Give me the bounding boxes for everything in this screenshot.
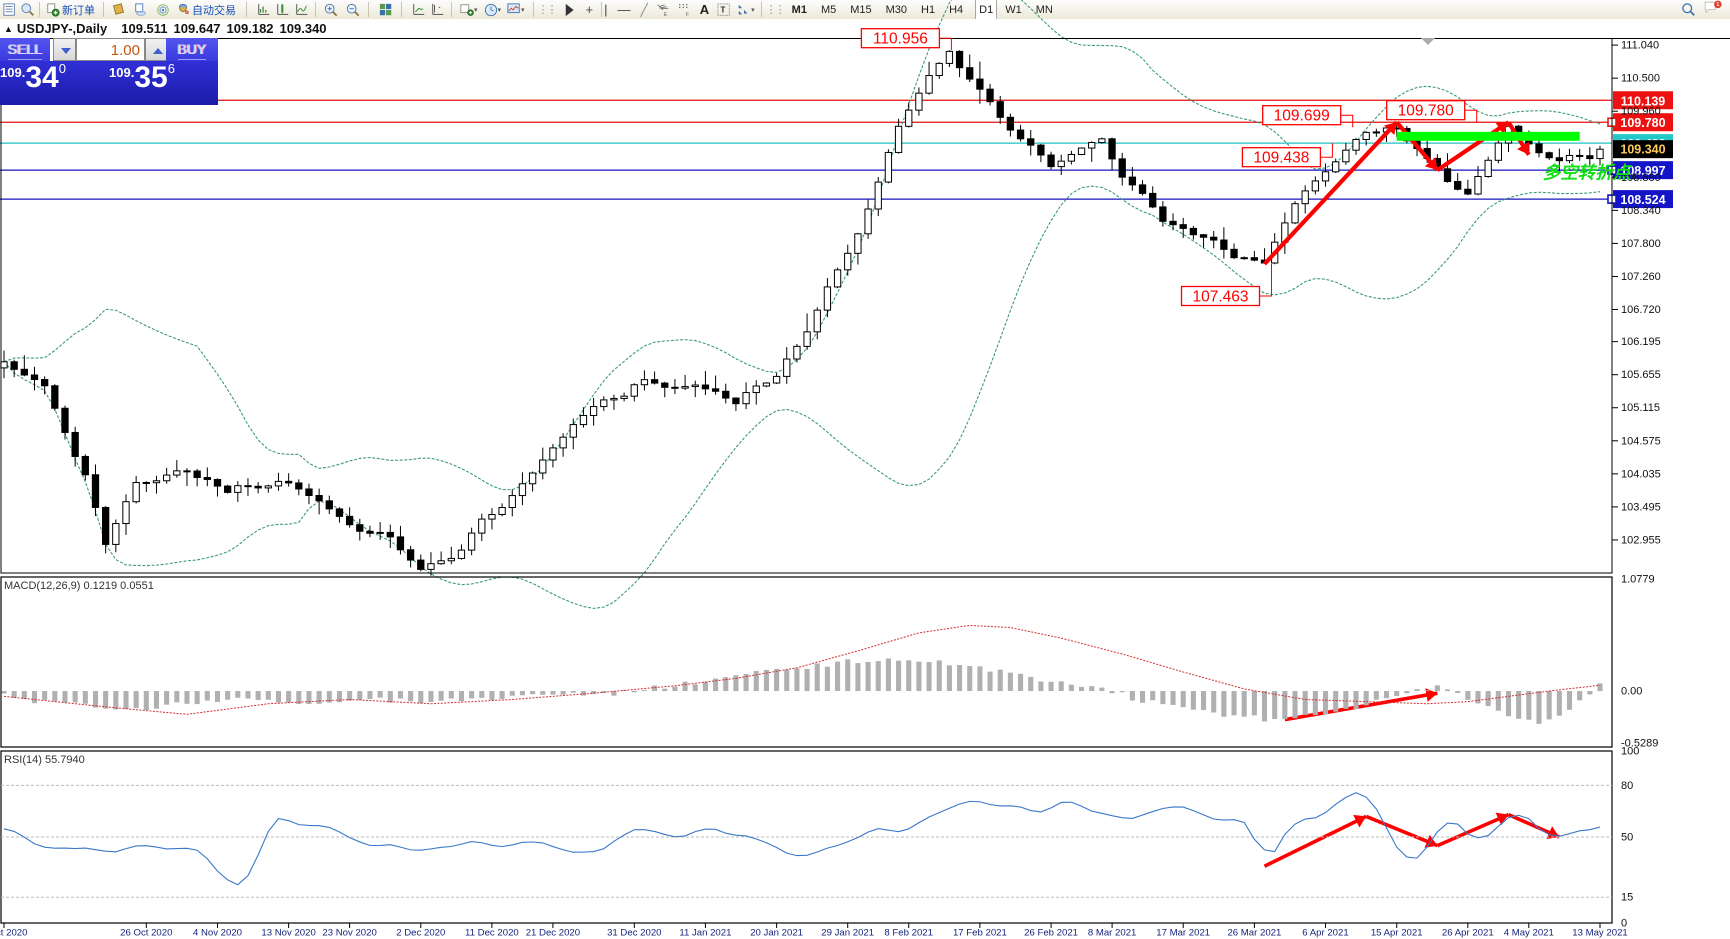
svg-text:109.960: 109.960 [1621,106,1661,118]
svg-text:111.040: 111.040 [1621,40,1659,52]
svg-text:17 Feb 2021: 17 Feb 2021 [953,928,1007,939]
svg-text:80: 80 [1621,780,1633,792]
svg-text:109.340: 109.340 [1620,143,1665,157]
svg-text:4 May 2021: 4 May 2021 [1504,928,1554,939]
svg-text:108.340: 108.340 [1621,205,1661,217]
svg-text:0.00: 0.00 [1621,686,1642,698]
svg-text:109.780: 109.780 [1398,103,1454,120]
svg-text:15 Apr 2021: 15 Apr 2021 [1371,928,1423,939]
svg-text:23 Nov 2020: 23 Nov 2020 [322,928,376,939]
svg-text:6 Oct 2020: 6 Oct 2020 [0,928,27,939]
svg-text:13 Nov 2020: 13 Nov 2020 [261,928,315,939]
svg-text:MACD(12,26,9) 0.1219 0.0551: MACD(12,26,9) 0.1219 0.0551 [4,580,154,592]
svg-text:29 Jan 2021: 29 Jan 2021 [821,928,874,939]
svg-text:多空转折点: 多空转折点 [1543,163,1633,183]
svg-text:6 Apr 2021: 6 Apr 2021 [1302,928,1348,939]
svg-text:50: 50 [1621,832,1633,844]
svg-text:100: 100 [1621,746,1639,758]
svg-text:107.260: 107.260 [1621,271,1661,283]
svg-text:26 Mar 2021: 26 Mar 2021 [1227,928,1281,939]
svg-text:105.655: 105.655 [1621,369,1661,381]
svg-text:8 Feb 2021: 8 Feb 2021 [884,928,933,939]
svg-text:31 Dec 2020: 31 Dec 2020 [607,928,661,939]
svg-text:26 Apr 2021: 26 Apr 2021 [1442,928,1494,939]
svg-text:107.800: 107.800 [1621,238,1661,250]
svg-text:26 Oct 2020: 26 Oct 2020 [120,928,172,939]
svg-text:17 Mar 2021: 17 Mar 2021 [1156,928,1210,939]
svg-text:1.0779: 1.0779 [1621,574,1655,586]
svg-text:21 Dec 2020: 21 Dec 2020 [526,928,580,939]
svg-text:109.438: 109.438 [1253,150,1309,167]
svg-text:4 Nov 2020: 4 Nov 2020 [193,928,242,939]
svg-text:RSI(14) 55.7940: RSI(14) 55.7940 [4,754,85,766]
svg-text:2 Dec 2020: 2 Dec 2020 [396,928,445,939]
svg-text:106.195: 106.195 [1621,336,1661,348]
svg-text:105.115: 105.115 [1621,402,1660,414]
svg-text:102.955: 102.955 [1621,534,1661,546]
svg-text:107.463: 107.463 [1192,289,1248,306]
svg-text:109.699: 109.699 [1274,108,1330,125]
svg-text:8 Mar 2021: 8 Mar 2021 [1088,928,1137,939]
svg-text:104.575: 104.575 [1621,435,1661,447]
svg-text:13 May 2021: 13 May 2021 [1572,928,1627,939]
svg-text:106.720: 106.720 [1621,304,1661,316]
svg-text:110.956: 110.956 [873,31,928,48]
svg-text:11 Dec 2020: 11 Dec 2020 [465,928,519,939]
svg-text:20 Jan 2021: 20 Jan 2021 [750,928,803,939]
svg-text:26 Feb 2021: 26 Feb 2021 [1024,928,1078,939]
svg-text:11 Jan 2021: 11 Jan 2021 [679,928,731,939]
svg-text:110.500: 110.500 [1621,73,1660,85]
svg-text:15: 15 [1621,892,1633,904]
svg-text:103.495: 103.495 [1621,501,1661,513]
svg-text:109.780: 109.780 [1620,116,1665,130]
svg-text:104.035: 104.035 [1621,468,1661,480]
